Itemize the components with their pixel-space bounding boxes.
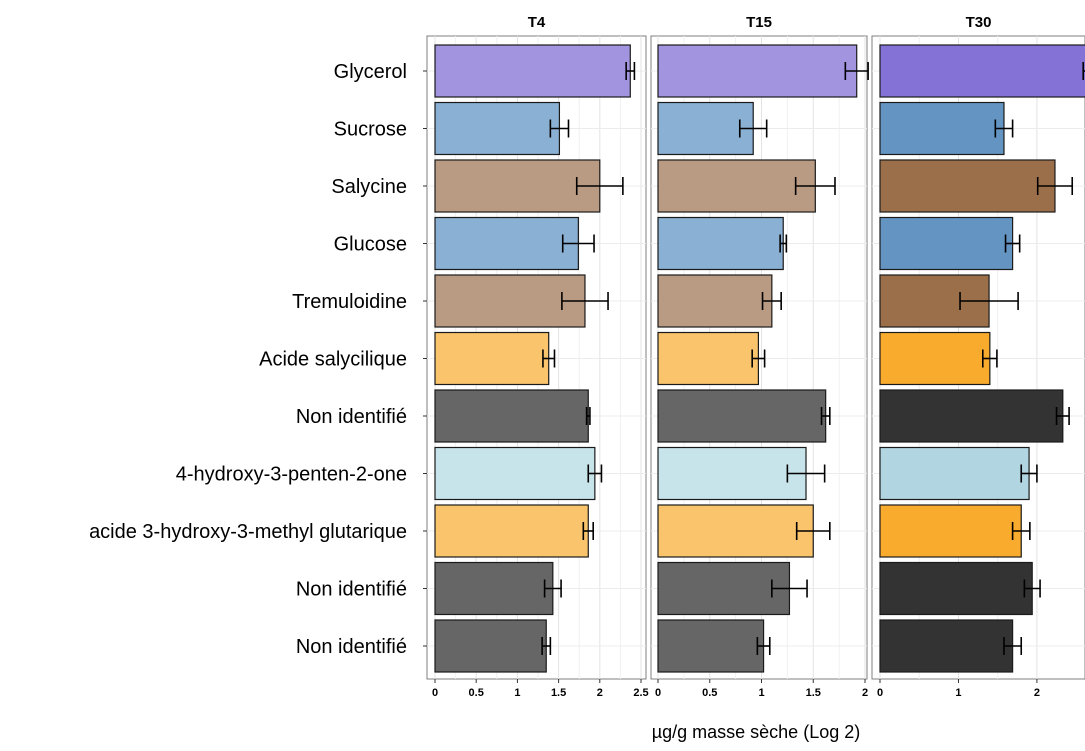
bar: [879, 389, 1064, 443]
bar: [434, 561, 554, 616]
facet-title: T4: [528, 14, 546, 31]
bar: [434, 159, 601, 213]
bar: [879, 101, 1005, 156]
tick-label: 1.5: [806, 687, 821, 699]
bar: [657, 216, 784, 271]
category-label: Non identifié: [296, 636, 407, 658]
tick-label: 2: [597, 687, 603, 699]
bar: [657, 159, 816, 213]
tick-label: 1: [514, 687, 520, 699]
tick-label: 0: [655, 687, 661, 699]
bar: [657, 446, 807, 501]
category-label: Non identifié: [296, 406, 407, 428]
tick-label: 0.5: [702, 687, 717, 699]
tick-label: 1: [758, 687, 764, 699]
facet-title: T15: [746, 14, 772, 31]
bar: [434, 331, 550, 386]
category-label: Salycine: [331, 176, 407, 198]
bar: [434, 504, 589, 558]
bar: [879, 446, 1030, 501]
category-label: Acide salycilique: [259, 349, 407, 371]
x-axis-title: µg/g masse sèche (Log 2): [652, 722, 860, 742]
tick-label: 2: [1034, 687, 1040, 699]
category-label: Glucose: [334, 234, 407, 256]
bar: [434, 389, 589, 443]
bar: [657, 44, 858, 98]
tick-label: 0.5: [469, 687, 484, 699]
bar: [434, 101, 561, 156]
tick-label: 1: [955, 687, 961, 699]
bar: [879, 561, 1033, 616]
bar: [434, 274, 586, 328]
bar: [434, 446, 596, 501]
category-label: acide 3-hydroxy-3-methyl glutarique: [89, 521, 407, 543]
bar: [657, 619, 765, 673]
bar: [657, 274, 773, 328]
tick-label: 2.5: [633, 687, 648, 699]
bar: [657, 561, 791, 616]
tick-label: 0: [432, 687, 438, 699]
bar: [879, 331, 991, 386]
tick-label: 1.5: [551, 687, 566, 699]
tick-label: 0: [877, 687, 883, 699]
category-label: Sucrose: [334, 119, 407, 141]
bar: [657, 331, 759, 386]
bar: [879, 44, 1085, 98]
category-label: Non identifié: [296, 579, 407, 601]
tick-label: 2: [862, 687, 868, 699]
category-label: Glycerol: [334, 61, 407, 83]
bar: [879, 159, 1056, 213]
bar: [434, 44, 631, 98]
bar: [879, 504, 1022, 558]
category-label: 4-hydroxy-3-penten-2-one: [176, 464, 407, 486]
bar: [879, 619, 1014, 673]
bar: [434, 216, 579, 271]
category-label: Tremuloidine: [292, 291, 407, 313]
bar: [657, 101, 754, 156]
bar: [434, 619, 547, 673]
bar: [657, 389, 827, 443]
facet-title: T30: [966, 14, 992, 31]
bar: [657, 504, 814, 558]
bar: [879, 216, 1014, 271]
